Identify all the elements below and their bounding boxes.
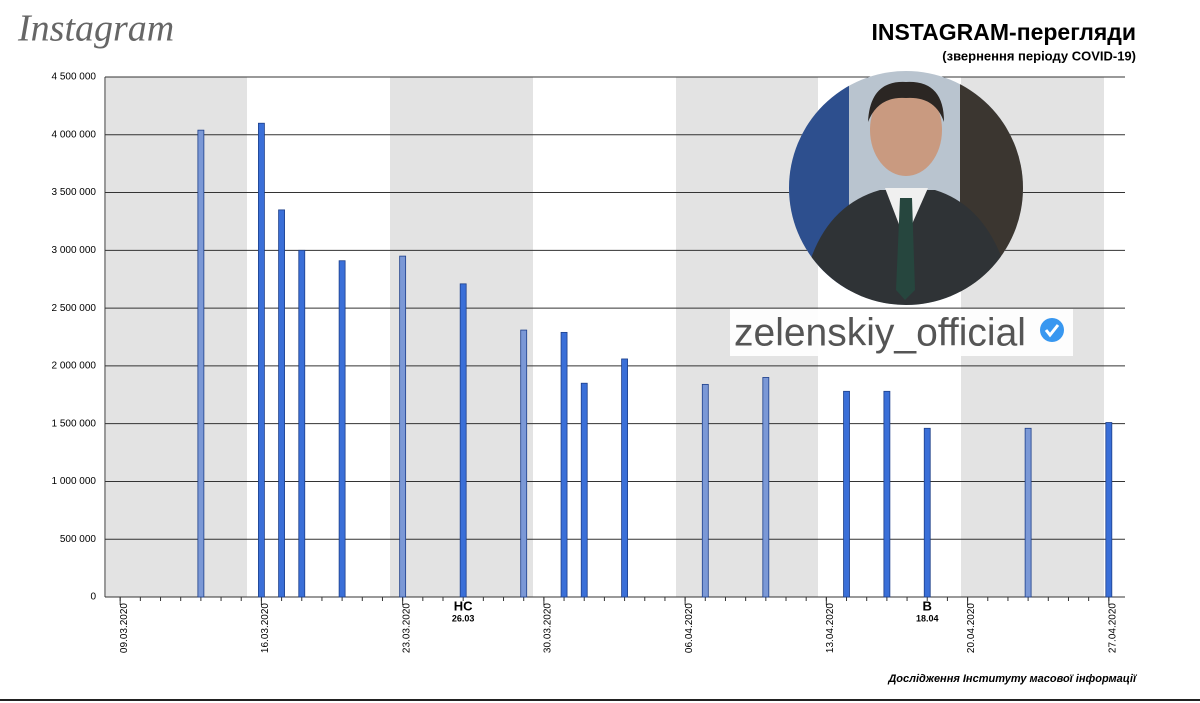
x-tick-label: 13.04.2020 <box>825 603 836 653</box>
x-tick-label: 06.04.2020 <box>684 603 695 653</box>
x-tick-label: 09.03.2020 <box>119 603 130 653</box>
plot: 0 500 000 1 000 000 1 500 000 2 000 000 2 500… <box>52 72 1125 653</box>
account-name: zelenskiy_official <box>734 311 1026 354</box>
chart-subtitle: (звернення періоду COVID-19) <box>942 48 1136 63</box>
verified-badge <box>1040 318 1064 342</box>
account-box <box>730 309 1073 356</box>
chart-title: INSTAGRAM-перегляди <box>871 19 1136 45</box>
y-tick-label: 2 500 000 <box>52 303 97 314</box>
bar <box>843 390 850 598</box>
bar <box>1024 427 1032 598</box>
annotation-date: 18.04 <box>916 613 939 623</box>
source: Дослідження Інституту масової інформації <box>887 673 1138 685</box>
y-tick-label: 2 000 000 <box>52 361 97 372</box>
bar <box>883 390 891 598</box>
bar <box>1105 422 1113 598</box>
bar <box>762 377 770 598</box>
bar <box>399 255 407 598</box>
bar <box>197 129 205 598</box>
x-tick-label: 30.03.2020 <box>543 603 554 653</box>
bar <box>459 283 467 598</box>
bar <box>338 260 346 598</box>
x-tick-label: 23.03.2020 <box>401 603 412 653</box>
y-tick-label: 3 000 000 <box>52 245 97 256</box>
bar <box>520 329 528 598</box>
y-tick-label: 1 500 000 <box>52 418 97 429</box>
x-tick-label: 27.04.2020 <box>1107 603 1118 653</box>
annotation-label: НС <box>454 598 473 613</box>
logo: Instagram <box>17 8 174 50</box>
bar <box>278 209 285 598</box>
bar <box>923 427 931 598</box>
shade <box>106 77 247 597</box>
y-tick-label: 4 500 000 <box>52 72 97 83</box>
bar <box>580 382 588 598</box>
bar <box>560 331 568 598</box>
y-tick-label: 1 000 000 <box>52 476 97 487</box>
annotation-date: 26.03 <box>452 613 475 623</box>
y-tick-label: 4 000 000 <box>52 129 97 140</box>
y-tick-label: 3 500 000 <box>52 187 97 198</box>
annotation-label: В <box>923 598 932 613</box>
y-tick-label: 500 000 <box>60 534 97 545</box>
bar <box>621 358 628 598</box>
bar <box>701 383 709 598</box>
y-tick-label: 0 <box>90 592 96 603</box>
bar <box>258 122 265 598</box>
x-tick-label: 20.04.2020 <box>966 603 977 653</box>
x-tick-label: 16.03.2020 <box>260 603 271 653</box>
bar <box>298 249 306 598</box>
